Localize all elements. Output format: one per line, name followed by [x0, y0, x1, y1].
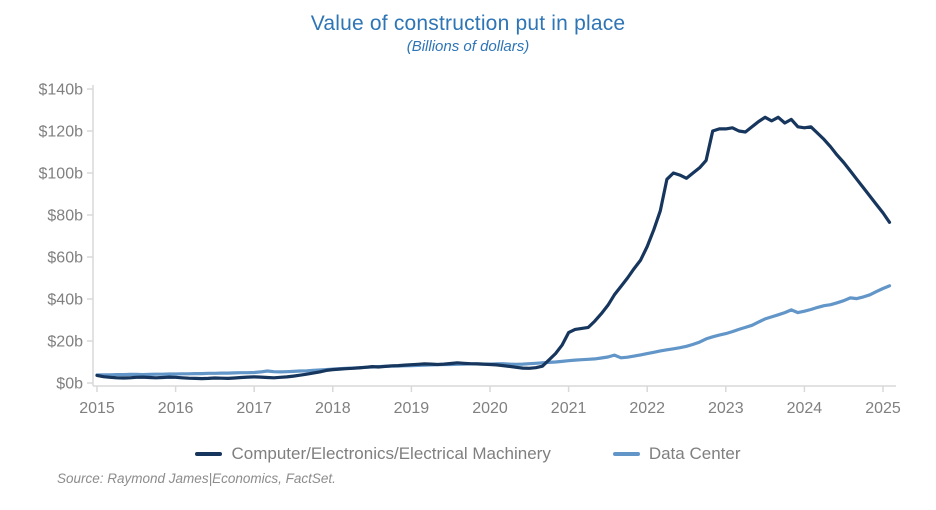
series-line-computer-electronics [95, 115, 892, 381]
chart-subtitle: (Billions of dollars) [406, 38, 530, 55]
line-chart-plot-area: $0b $20b $40b $60b $80b $100b $120b $140b 2015 20… [39, 82, 901, 418]
x-tick-label: 2022 [629, 400, 665, 417]
legend-swatch-dark-navy-line [195, 452, 223, 456]
x-tick-label: 2024 [787, 400, 823, 417]
x-tick-label: 2017 [236, 400, 272, 417]
chart-title: Value of construction put in place [310, 12, 626, 35]
x-tick-label: 2015 [79, 400, 115, 417]
y-tick-label: $20b [47, 334, 83, 351]
x-tick-label: 2018 [315, 400, 351, 417]
x-tick-label: 2020 [472, 400, 508, 417]
y-tick-label: $40b [47, 292, 83, 309]
legend-label-computer-electronics: Computer/Electronics/Electrical Machiner… [231, 444, 551, 463]
legend-swatch-light-blue-line [612, 452, 640, 456]
chart-legend: Computer/Electronics/Electrical Machiner… [0, 444, 936, 464]
source-attribution: Source: Raymond James|Economics, FactSet… [57, 471, 336, 486]
y-tick-label: $60b [47, 250, 83, 267]
y-tick-label: $120b [39, 124, 84, 141]
legend-item-data-center: Data Center [612, 444, 741, 464]
legend-label-data-center: Data Center [648, 444, 741, 463]
y-tick-label: $140b [39, 82, 84, 99]
x-tick-label: 2023 [708, 400, 744, 417]
y-tick-label: $100b [39, 166, 84, 183]
legend-item-computer-electronics: Computer/Electronics/Electrical Machiner… [195, 444, 551, 464]
y-tick-label: $80b [47, 208, 83, 225]
x-tick-label: 2016 [158, 400, 194, 417]
series-line-data-center [95, 284, 892, 377]
x-tick-label: 2021 [551, 400, 587, 417]
x-tick-label: 2019 [394, 400, 430, 417]
x-tick-label: 2025 [865, 400, 901, 417]
y-tick-label: $0b [56, 376, 83, 393]
